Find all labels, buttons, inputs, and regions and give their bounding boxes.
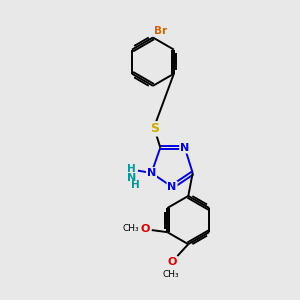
Text: N: N xyxy=(180,142,189,153)
Text: O: O xyxy=(167,257,177,268)
Text: S: S xyxy=(150,122,159,135)
Text: CH₃: CH₃ xyxy=(122,224,139,233)
Text: N: N xyxy=(147,168,156,178)
Text: H: H xyxy=(127,164,136,174)
Text: N: N xyxy=(167,182,177,192)
Text: N: N xyxy=(127,173,136,183)
Text: O: O xyxy=(141,224,150,234)
Text: Br: Br xyxy=(154,26,167,36)
Text: CH₃: CH₃ xyxy=(162,270,179,279)
Text: H: H xyxy=(131,180,140,190)
